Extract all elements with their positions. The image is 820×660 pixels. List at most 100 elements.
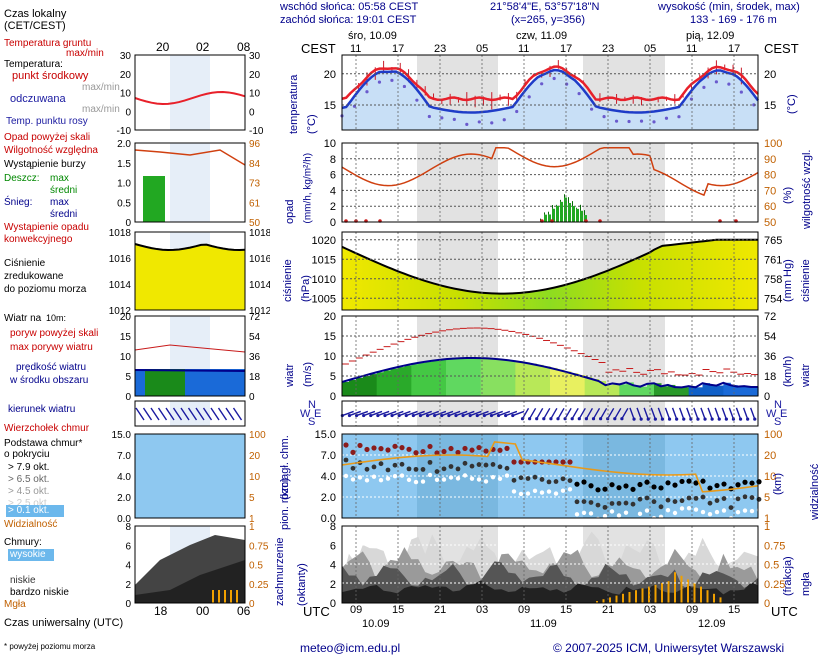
cloud-top-dot bbox=[637, 481, 643, 488]
humidity-tick: 60 bbox=[764, 201, 776, 213]
cloud-base-dot bbox=[420, 467, 426, 472]
legend-panel-frame bbox=[134, 525, 246, 604]
cloud-axis-unit: (oktanty) bbox=[296, 563, 308, 606]
cloud-base-dot bbox=[721, 496, 727, 501]
wind-arrow bbox=[406, 410, 418, 417]
cloud-base-dot bbox=[672, 499, 678, 504]
legend-snow: Śnieg: bbox=[4, 197, 33, 208]
wind-arrow-head bbox=[376, 413, 380, 418]
wind-speed-bar bbox=[494, 358, 503, 396]
precip-tick: 4 bbox=[330, 185, 336, 197]
legend-wind-arrow bbox=[157, 407, 168, 421]
low-cloud-dot bbox=[742, 508, 748, 513]
wind-arrow bbox=[469, 410, 482, 417]
rain-max-bar bbox=[568, 197, 569, 204]
wind-tick: 5 bbox=[330, 371, 336, 383]
wind-kmh-tick: 72 bbox=[764, 311, 776, 323]
fog-bar bbox=[674, 572, 676, 603]
wind-arrow bbox=[505, 410, 518, 417]
wind-speed-bar bbox=[376, 372, 385, 396]
fog-bar bbox=[713, 593, 715, 603]
rain-bar bbox=[548, 214, 551, 222]
wind-arrow bbox=[498, 410, 511, 417]
temp-tick-right: 15 bbox=[764, 100, 776, 112]
dew-point-dot bbox=[577, 92, 581, 96]
wind-arrow-head bbox=[354, 413, 359, 418]
wind-speed-bar bbox=[667, 384, 676, 396]
low-cloud-dot bbox=[637, 511, 643, 517]
wind-arrow bbox=[370, 410, 383, 417]
wind-arrow-head bbox=[653, 417, 657, 421]
temp-axis-unit: (°C) bbox=[306, 114, 318, 134]
panel-frame bbox=[341, 525, 759, 604]
wind-arrow bbox=[384, 410, 397, 417]
visibility-line bbox=[341, 441, 759, 493]
email-link[interactable]: meteo@icm.edu.pl bbox=[300, 641, 401, 655]
low-cloud-dot bbox=[518, 491, 524, 497]
wind-arrow bbox=[664, 407, 671, 420]
wind-speed-bar bbox=[626, 382, 634, 396]
legend-tick: 0.0 bbox=[117, 514, 131, 525]
wind-arrow bbox=[721, 407, 728, 420]
grid-point-text: (x=265, y=356) bbox=[511, 14, 585, 26]
wind-speed-bar bbox=[660, 386, 669, 396]
rain-bar bbox=[568, 203, 571, 222]
bottom-hour-label: 09 bbox=[686, 604, 699, 616]
legend-wind-speed: prędkość wiatru bbox=[16, 362, 87, 373]
precip-axis-label: opad bbox=[284, 199, 296, 224]
dew-point-dot bbox=[652, 120, 656, 124]
legend-wind-arrow bbox=[217, 407, 228, 421]
fog-bar bbox=[706, 590, 709, 603]
fog-bar bbox=[615, 595, 618, 603]
cloud-base-dot bbox=[350, 465, 356, 471]
legend-rain-bar bbox=[143, 176, 165, 222]
humidity-line bbox=[341, 146, 759, 197]
legend-temp-line bbox=[134, 91, 246, 105]
wind-speed-bar bbox=[674, 387, 683, 396]
compass-letter: S bbox=[308, 416, 315, 428]
legend-perceived: odczuwana bbox=[10, 93, 66, 105]
cloud-base-dot bbox=[581, 499, 587, 505]
cloud-base-dot bbox=[511, 477, 517, 483]
low-cloud-dot bbox=[644, 508, 650, 513]
legend-local-hour-2: 02 bbox=[196, 40, 210, 54]
low-cloud-dot bbox=[665, 507, 671, 513]
dew-point-dot bbox=[515, 109, 519, 114]
wind-arrow bbox=[693, 407, 699, 420]
legend-tick: 15.0 bbox=[112, 430, 132, 441]
top-hour-label: 17 bbox=[728, 43, 741, 55]
cloud-base-dot bbox=[371, 464, 377, 470]
wind-speed-bar bbox=[459, 358, 468, 396]
legend-humidity: Wilgotność względna bbox=[4, 145, 98, 156]
legend-tick: 8 bbox=[125, 522, 131, 533]
cloud-top-dot bbox=[560, 459, 566, 465]
legend-fog-bar bbox=[224, 590, 226, 603]
low-cloud-dot bbox=[630, 518, 636, 523]
wind-arrow-head bbox=[542, 417, 546, 421]
cloud-top-dot bbox=[476, 444, 482, 451]
wind-speed-bar bbox=[397, 367, 405, 396]
cloud-top-dot bbox=[651, 484, 657, 490]
low-cloud-dot bbox=[420, 479, 426, 484]
wind-arrow-head bbox=[528, 417, 532, 421]
cloud-top-dot bbox=[672, 482, 678, 488]
low-cloud-dot bbox=[455, 476, 461, 481]
low-cloud-dot bbox=[749, 508, 755, 514]
wind-kmh-tick: 54 bbox=[764, 331, 776, 343]
low-cloud-dot bbox=[623, 510, 629, 515]
wind-arrow bbox=[377, 410, 390, 417]
legend-tick-right: 0.5 bbox=[249, 561, 263, 572]
low-cloud-dot bbox=[476, 477, 482, 482]
sunrise-text: wschód słońca: 05:58 CEST bbox=[280, 1, 419, 13]
wind-arrow bbox=[491, 410, 503, 417]
low-cloud-dot bbox=[714, 509, 720, 515]
dew-point-dot bbox=[689, 97, 694, 101]
cloud-top-dot bbox=[749, 480, 755, 486]
cloud-base-dot bbox=[735, 496, 741, 502]
cloud-top-dot bbox=[609, 482, 615, 488]
wind-speed-bar bbox=[737, 386, 745, 396]
wind-arrow bbox=[557, 407, 565, 420]
wind-speed-bar bbox=[404, 365, 412, 396]
perceived-area bbox=[342, 70, 758, 130]
wind-speed-bar bbox=[342, 382, 350, 396]
